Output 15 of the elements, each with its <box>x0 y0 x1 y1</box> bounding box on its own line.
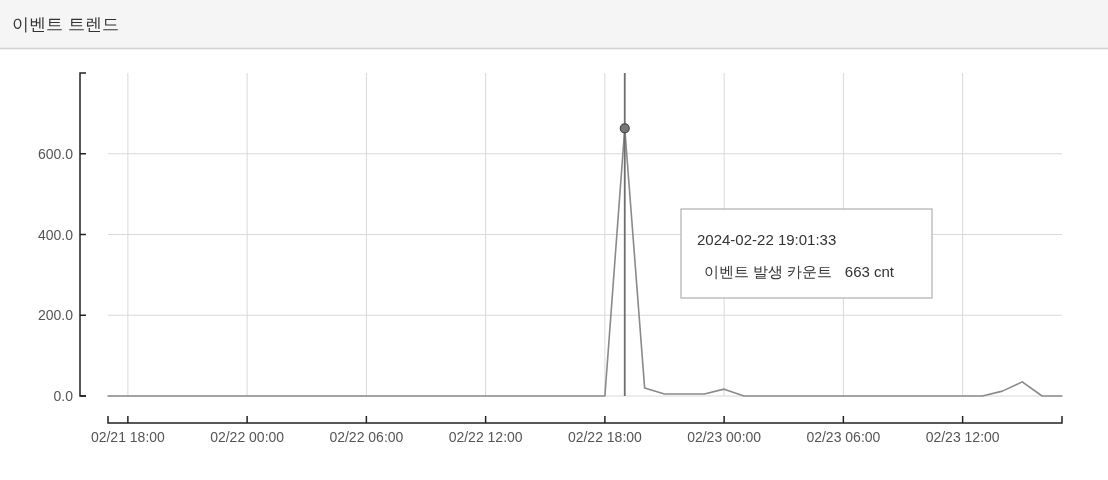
y-tick-label: 200.0 <box>37 307 73 324</box>
x-tick-label: 02/23 12:00 <box>925 429 1000 445</box>
x-tick-label: 02/22 12:00 <box>448 429 523 445</box>
x-tick-label: 02/22 00:00 <box>210 429 285 445</box>
annotation: 이벤트 발생 카운트 663 cnt <box>704 263 895 280</box>
y-tick-label: 0.0 <box>53 388 73 404</box>
x-tick-label: 02/23 06:00 <box>806 429 881 445</box>
title: 이벤트 트렌드 <box>12 15 119 34</box>
x-tick-label: 02/23 00:00 <box>687 429 762 445</box>
x-tick-label: 02/21 18:00 <box>90 429 165 445</box>
x-tick-label: 02/22 18:00 <box>567 429 642 445</box>
annotation: 2024-02-22 19:01:33 <box>697 231 837 248</box>
y-tick-label: 600.0 <box>37 145 73 162</box>
y-tick-label: 400.0 <box>37 226 73 243</box>
x-tick-label: 02/22 06:00 <box>329 429 404 445</box>
